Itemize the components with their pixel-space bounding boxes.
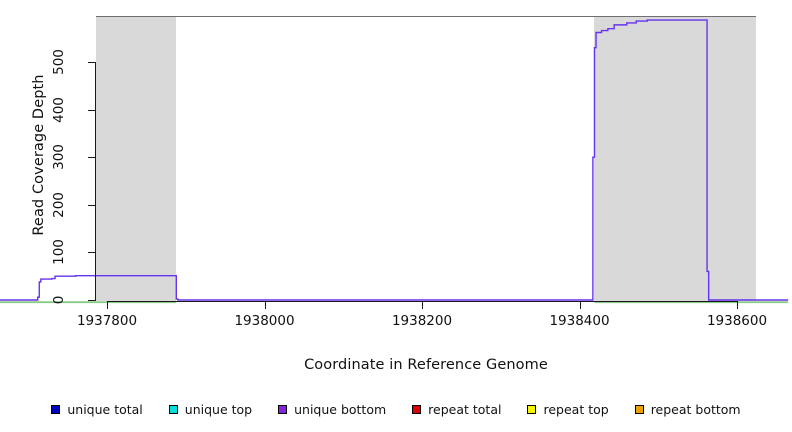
shaded-region-left [96, 16, 177, 301]
y-tick [88, 157, 95, 158]
unique-bottom-series-line [0, 19, 789, 301]
y-tick [88, 300, 95, 301]
y-tick-label: 300 [51, 144, 67, 171]
x-tick [107, 302, 108, 309]
legend-swatch-icon [51, 404, 61, 414]
y-axis-title: Read Coverage Depth [31, 74, 47, 236]
x-tick [265, 302, 266, 309]
y-tick-label: 400 [51, 96, 67, 123]
x-tick-label: 1938000 [234, 313, 295, 329]
panel-top-border [96, 16, 756, 17]
legend-label: repeat bottom [650, 401, 741, 417]
legend-label: unique top [184, 401, 253, 417]
legend-swatch-icon [412, 404, 422, 414]
x-tick-label: 1938200 [391, 313, 453, 329]
y-tick [88, 62, 95, 63]
legend-swatch-icon [278, 404, 288, 414]
series-layer [0, 19, 789, 304]
y-axis-line [95, 62, 96, 301]
legend-item[interactable]: repeat total [412, 402, 501, 417]
x-tick [580, 302, 581, 309]
y-tick [88, 110, 95, 111]
legend-item[interactable]: unique bottom [278, 402, 386, 417]
legend-item[interactable]: repeat top [527, 401, 609, 417]
y-tick-label: 100 [51, 239, 67, 266]
legend-swatch-icon [527, 404, 537, 414]
legend-item[interactable]: repeat bottom [634, 401, 741, 417]
x-tick-label: 1938600 [706, 313, 768, 329]
x-tick [422, 302, 423, 309]
legend: unique total unique top unique bottom repea… [0, 398, 792, 420]
x-axis-title: Coordinate in Reference Genome [304, 357, 548, 373]
legend-swatch-icon [634, 404, 644, 414]
y-tick [88, 205, 95, 206]
y-tick-label: 200 [51, 191, 67, 218]
x-tick-label: 1938400 [549, 313, 610, 329]
legend-label: unique bottom [294, 401, 387, 417]
legend-swatch-icon [168, 404, 178, 414]
legend-item[interactable]: unique top [168, 401, 253, 417]
plot-panel [0, 16, 789, 304]
y-tick [88, 252, 95, 253]
legend-item[interactable]: unique total [51, 401, 143, 417]
y-tick-label: 500 [51, 49, 67, 75]
legend-label: repeat total [428, 401, 502, 417]
x-axis-line [107, 301, 738, 302]
x-tick-label: 1937800 [76, 313, 138, 329]
shaded-region-right [594, 16, 756, 301]
legend-label: unique total [67, 401, 143, 417]
x-tick [737, 302, 738, 309]
legend-label: repeat top [543, 401, 609, 417]
